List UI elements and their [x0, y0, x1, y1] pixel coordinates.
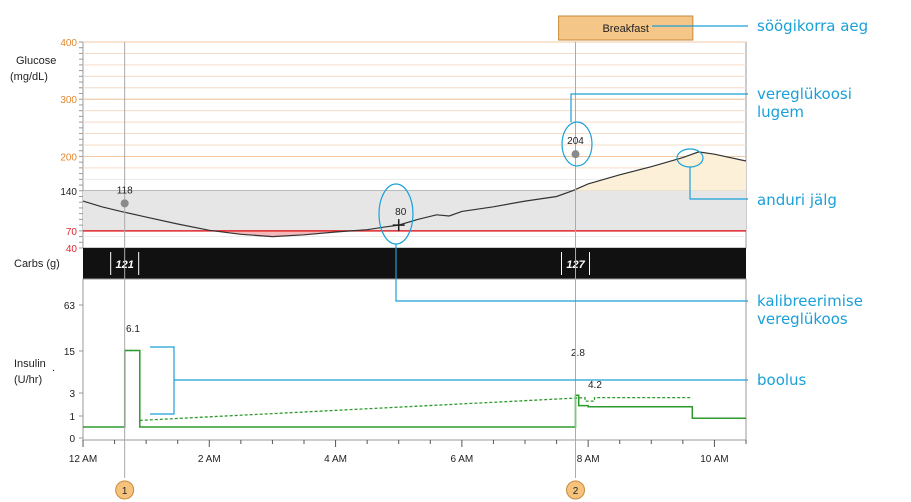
insulin-tick-label-15: 15 — [64, 347, 76, 358]
bg-reading-label-1: 80 — [395, 207, 407, 218]
bg-reading-dot-2 — [571, 150, 580, 159]
annotation-calibration-line2: vereglükoos — [757, 310, 848, 328]
annotation-calibration-line1: kalibreerimise — [757, 292, 863, 310]
x-tick-label-4: 4 AM — [324, 454, 347, 465]
insulin-axis-label-line1: Insulin — [14, 358, 46, 370]
glucose-tick-label-400: 400 — [60, 38, 77, 49]
callout-line-bg-reading — [570, 93, 748, 122]
bg-reading-dot-0 — [120, 199, 129, 208]
bg-reading-label-2: 204 — [567, 136, 584, 147]
bolus-label-1: 2.8 — [571, 348, 585, 359]
glucose-tick-label-140: 140 — [60, 187, 77, 198]
insulin-tick-label-3: 3 — [69, 389, 75, 400]
callout-ellipse-bg-reading — [561, 121, 593, 167]
x-tick-label-0: 12 AM — [69, 454, 97, 465]
glucose-tick-label-300: 300 — [60, 95, 77, 106]
insulin-y-ticks: 63 15 3 1 0 — [64, 301, 83, 445]
bolus-labels: 6.1 2.8 4.2 — [126, 324, 602, 391]
glucose-axis-label-line2: (mg/dL) — [10, 71, 48, 83]
carbs-band — [83, 248, 746, 279]
glucose-tick-label-40: 40 — [66, 244, 78, 255]
insulin-tick-label-63: 63 — [64, 301, 76, 312]
insulin-panel — [82, 278, 747, 441]
annotation-callouts — [150, 25, 748, 415]
carbs-axis-label: Carbs (g) — [14, 258, 60, 270]
low-glucose-fill — [209, 230, 349, 237]
annotation-bolus: boolus — [757, 371, 807, 389]
callout-line-sensor-trace — [689, 167, 748, 200]
sensor-trace-line — [82, 151, 747, 238]
bg-reading-label-0: 118 — [117, 185, 133, 196]
glucose-readings: 118 80 204 — [117, 136, 584, 232]
x-axis-ticks: 12 AM 2 AM 4 AM 6 AM 8 AM 10 AM — [69, 440, 747, 465]
annotation-bg-reading-line2: lugem — [757, 103, 804, 121]
insulin-tick-label-0: 0 — [69, 434, 75, 445]
glucose-y-ticks: 400 300 200 140 70 40 — [60, 38, 77, 255]
annotation-sensor-trace: anduri jälg — [757, 191, 837, 209]
annotation-bg-reading-line1: vereglükoosi — [757, 85, 852, 103]
x-tick-label-10: 10 AM — [700, 454, 728, 465]
x-tick-label-6: 6 AM — [450, 454, 473, 465]
glucose-tick-label-200: 200 — [60, 152, 77, 163]
meal-bar-label: Breakfast — [602, 23, 648, 35]
event-marker-circle-0 — [115, 480, 135, 500]
temp-basal-dashed-line — [124, 349, 693, 422]
glucose-tick-label-70: 70 — [66, 227, 78, 238]
event-lines — [124, 42, 577, 478]
insulin-axis-extra-tick: . — [52, 362, 55, 374]
insulin-axis-label-line2: (U/hr) — [14, 374, 42, 386]
bolus-label-2: 4.2 — [588, 380, 602, 391]
event-marker-label-1: 2 — [573, 486, 579, 497]
insulin-tick-label-1: 1 — [69, 412, 75, 423]
glucose-axis-label-line1: Glucose — [16, 55, 56, 67]
x-tick-label-8: 8 AM — [577, 454, 600, 465]
callout-line-calibration — [395, 244, 748, 302]
target-range-band — [83, 190, 746, 231]
x-tick-label-2: 2 AM — [198, 454, 221, 465]
bolus-label-0: 6.1 — [126, 324, 140, 335]
event-marker-circle-1 — [566, 480, 586, 500]
annotation-meal-time: söögikorra aeg — [757, 17, 868, 35]
meal-bar — [558, 15, 694, 41]
event-marker-label-0: 1 — [122, 486, 128, 497]
